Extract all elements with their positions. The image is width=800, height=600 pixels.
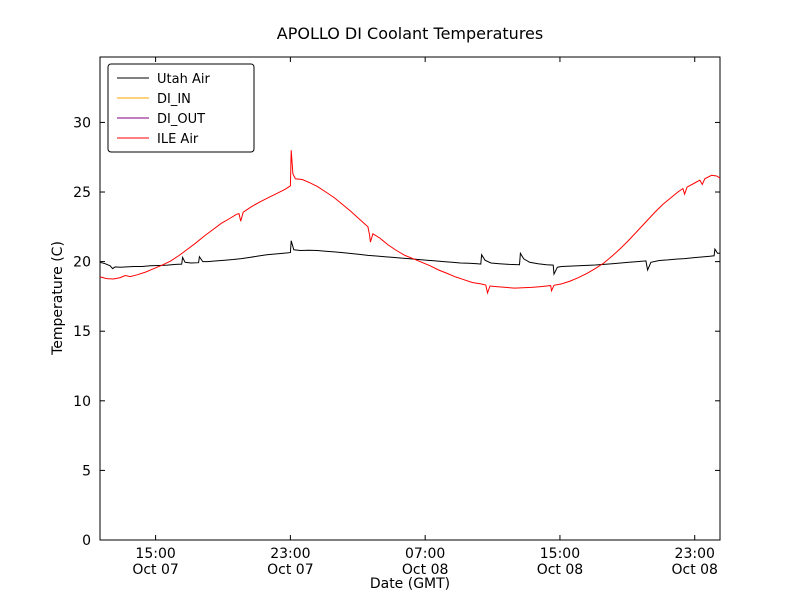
y-tick-label: 25: [73, 185, 91, 201]
x-tick-label-date: Oct 08: [537, 562, 583, 578]
chart-title: APOLLO DI Coolant Temperatures: [276, 24, 544, 43]
legend-box: [107, 63, 255, 153]
x-tick-label-time: 15:00: [540, 546, 580, 562]
x-axis-label: Date (GMT): [369, 576, 451, 592]
x-tick-label-date: Oct 07: [132, 562, 178, 578]
x-tick-label-date: Oct 08: [671, 562, 717, 578]
x-tick-label-date: Oct 08: [402, 562, 448, 578]
legend-label-di-in: DI_IN: [157, 92, 191, 107]
y-axis-label: Temperature (C): [50, 241, 66, 355]
legend-label-di-out: DI_OUT: [157, 112, 205, 127]
x-tick-label-time: 23:00: [675, 546, 715, 562]
y-tick-label: 10: [73, 394, 91, 410]
y-tick-label: 15: [73, 324, 91, 340]
y-tick-label: 20: [73, 255, 91, 271]
y-tick-label: 5: [82, 463, 91, 479]
legend-label-ile-air: ILE Air: [157, 132, 199, 147]
x-tick-label-time: 07:00: [405, 546, 445, 562]
y-tick-label: 30: [73, 115, 91, 131]
y-tick-label: 0: [82, 533, 91, 549]
axes-frame: [99, 56, 721, 541]
legend-label-utah-air: Utah Air: [157, 72, 210, 87]
series-line-ile-air: [99, 150, 721, 295]
x-tick-label-date: Oct 07: [267, 562, 313, 578]
x-tick-label-time: 15:00: [135, 546, 175, 562]
x-tick-label-time: 23:00: [270, 546, 310, 562]
